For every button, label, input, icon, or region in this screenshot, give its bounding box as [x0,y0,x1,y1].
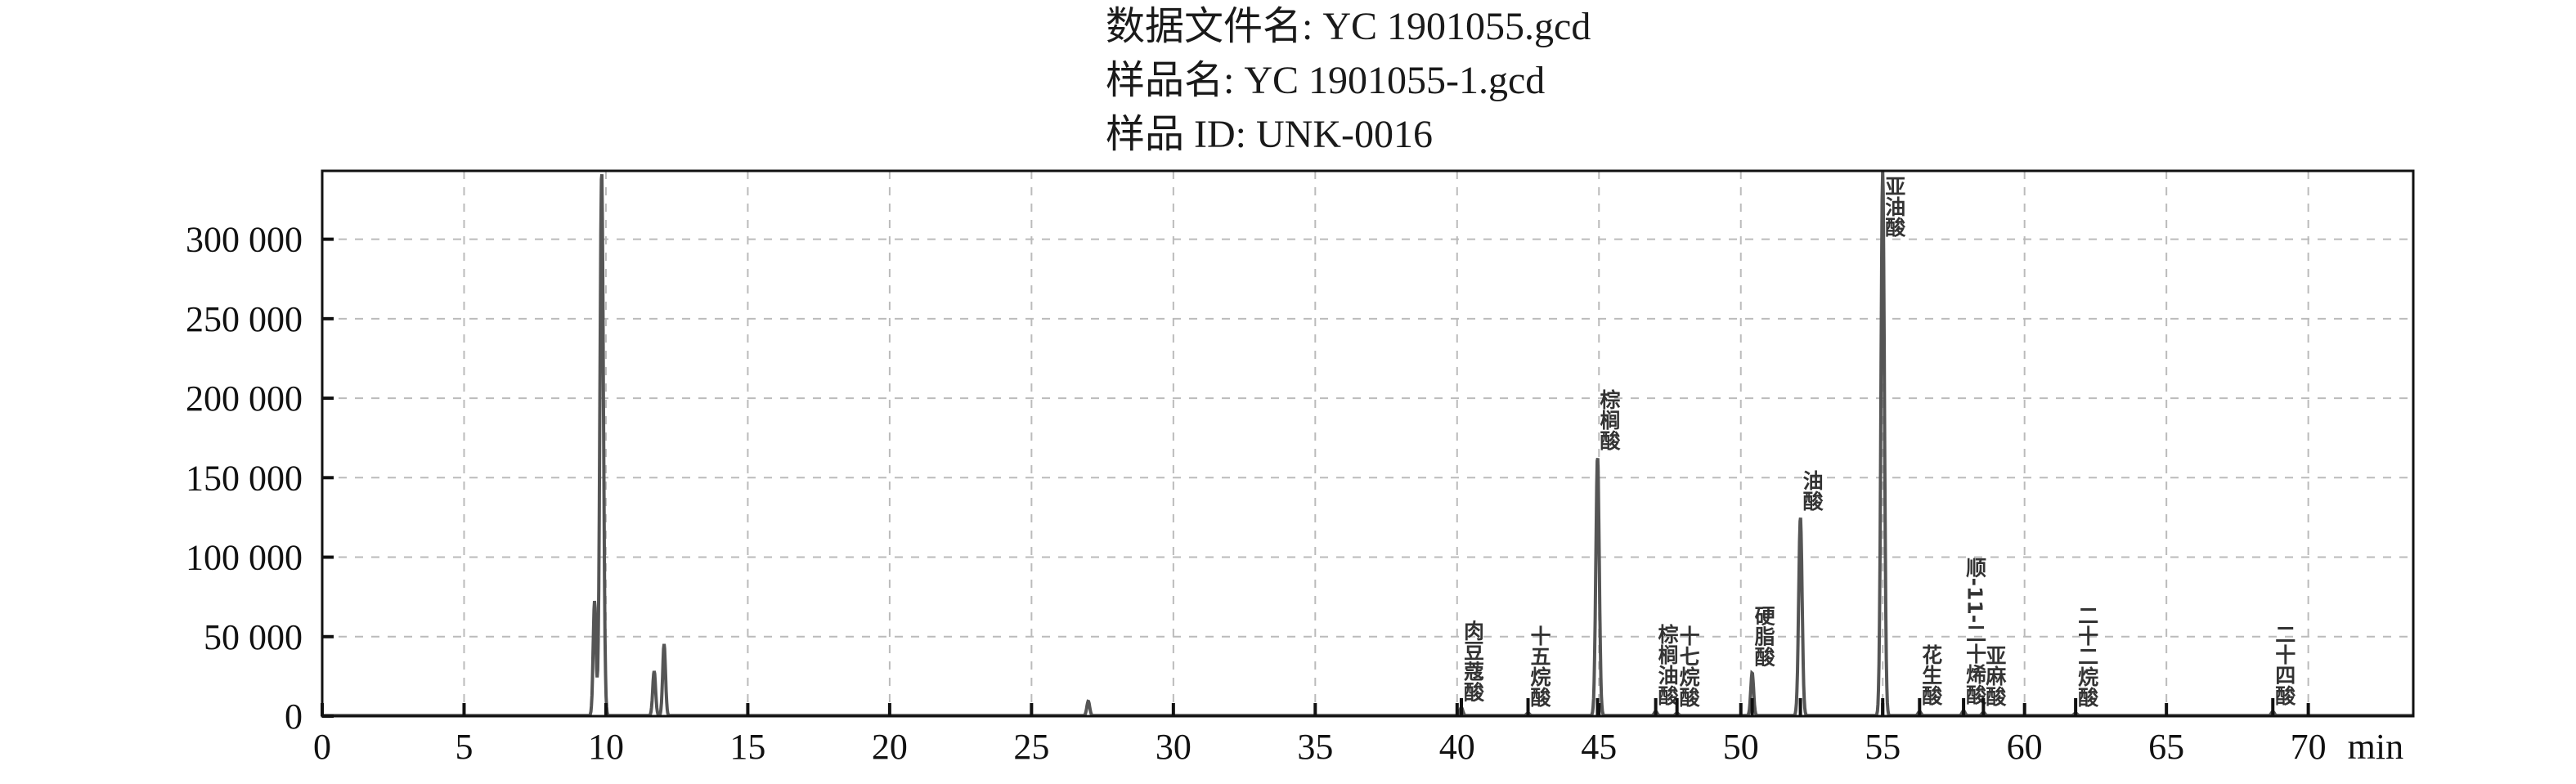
peak-label: 油酸 [1800,470,1824,512]
peak-label: 硬脂酸 [1752,605,1775,667]
peak-label: 花生酸 [1919,644,1943,706]
y-tick-label: 200 000 [186,379,303,419]
x-axis-label: min [2348,727,2403,767]
plot-frame [321,169,2415,718]
peak-label: 十七烷酸 [1676,625,1700,708]
x-tick-label: 15 [729,727,765,767]
peak-label: 顺-11-二十烯酸 [1963,558,1987,706]
x-tick-label: 10 [588,727,624,767]
x-tick-label: 50 [1723,727,1759,767]
peak-label: 二十四酸 [2273,624,2296,706]
x-tick-label: 55 [1865,727,1901,767]
x-tick-label: 65 [2148,727,2184,767]
x-tick-label: 70 [2291,727,2327,767]
peak-label: 十五烷酸 [1528,625,1551,708]
x-tick-label: 0 [313,727,331,767]
peak-label: 亚油酸 [1883,176,1906,238]
grid-lines [322,171,2413,716]
x-tick-label: 30 [1156,727,1192,767]
axes: 0 5 10 15 20 25 30 35 40 45 50 55 60 65 70 min 0 50 000 10… [186,220,2403,767]
x-tick-label: 60 [2007,727,2043,767]
peak-label: 二十二烷酸 [2076,605,2099,708]
x-tick-label: 5 [455,727,473,767]
x-tick-label: 35 [1297,727,1333,767]
trace-line [321,170,2413,718]
peak-label: 肉豆蔻酸 [1461,620,1484,702]
y-tick-label: 250 000 [186,299,303,339]
y-tick-label: 100 000 [186,538,303,578]
sample-name: 样品名: YC 1901055-1.gcd [1106,59,1546,102]
y-tick-label: 50 000 [204,617,303,657]
peak-label: 棕榈油酸 [1655,623,1679,706]
x-tick-label: 40 [1439,727,1475,767]
chart-header: 数据文件名: YC 1901055.gcd 样品名: YC 1901055-1.… [1106,0,1591,162]
data-file-name: 数据文件名: YC 1901055.gcd [1106,5,1591,48]
peak-label: 棕榈酸 [1597,388,1621,451]
y-tick-label: 150 000 [186,458,303,498]
x-tick-label: 20 [872,727,908,767]
peak-label: 亚麻酸 [1983,645,2008,707]
x-tick-label: 45 [1581,727,1617,767]
chromatogram-trace [321,170,2413,718]
sample-id: 样品 ID: UNK-0016 [1106,113,1433,156]
x-tick-label: 25 [1013,727,1049,767]
y-tick-label: 300 000 [186,220,303,260]
y-tick-label: 0 [285,697,303,737]
